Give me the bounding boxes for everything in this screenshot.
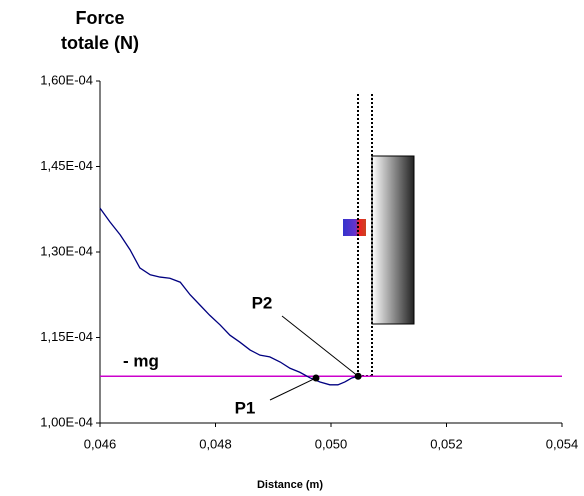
y-tick-label: 1,60E-04 (40, 72, 93, 87)
point-marker (354, 372, 362, 380)
x-tick-label: 0,048 (199, 436, 232, 451)
x-tick-label: 0,050 (315, 436, 348, 451)
x-axis-title: Distance (m) (257, 479, 323, 491)
y-tick-label: 1,00E-04 (40, 414, 93, 429)
magnet (371, 155, 415, 325)
x-tick-label: 0,046 (84, 436, 117, 451)
reference-label: - mg (123, 352, 159, 371)
point-marker (312, 374, 320, 382)
leader-line (269, 377, 317, 401)
levitating-object (343, 219, 366, 236)
y-tick-label: 1,30E-04 (40, 243, 93, 258)
line-series (99, 207, 359, 386)
leader-line (281, 315, 359, 377)
x-tick-label: 0,052 (430, 436, 463, 451)
x-tick-label: 0,054 (546, 436, 579, 451)
y-tick-label: 1,15E-04 (40, 329, 93, 344)
point-label: P2 (252, 293, 273, 312)
y-tick-label: 1,45E-04 (40, 158, 93, 173)
y-axis-title: Force totale (N) (61, 8, 139, 53)
point-label: P1 (235, 398, 256, 417)
